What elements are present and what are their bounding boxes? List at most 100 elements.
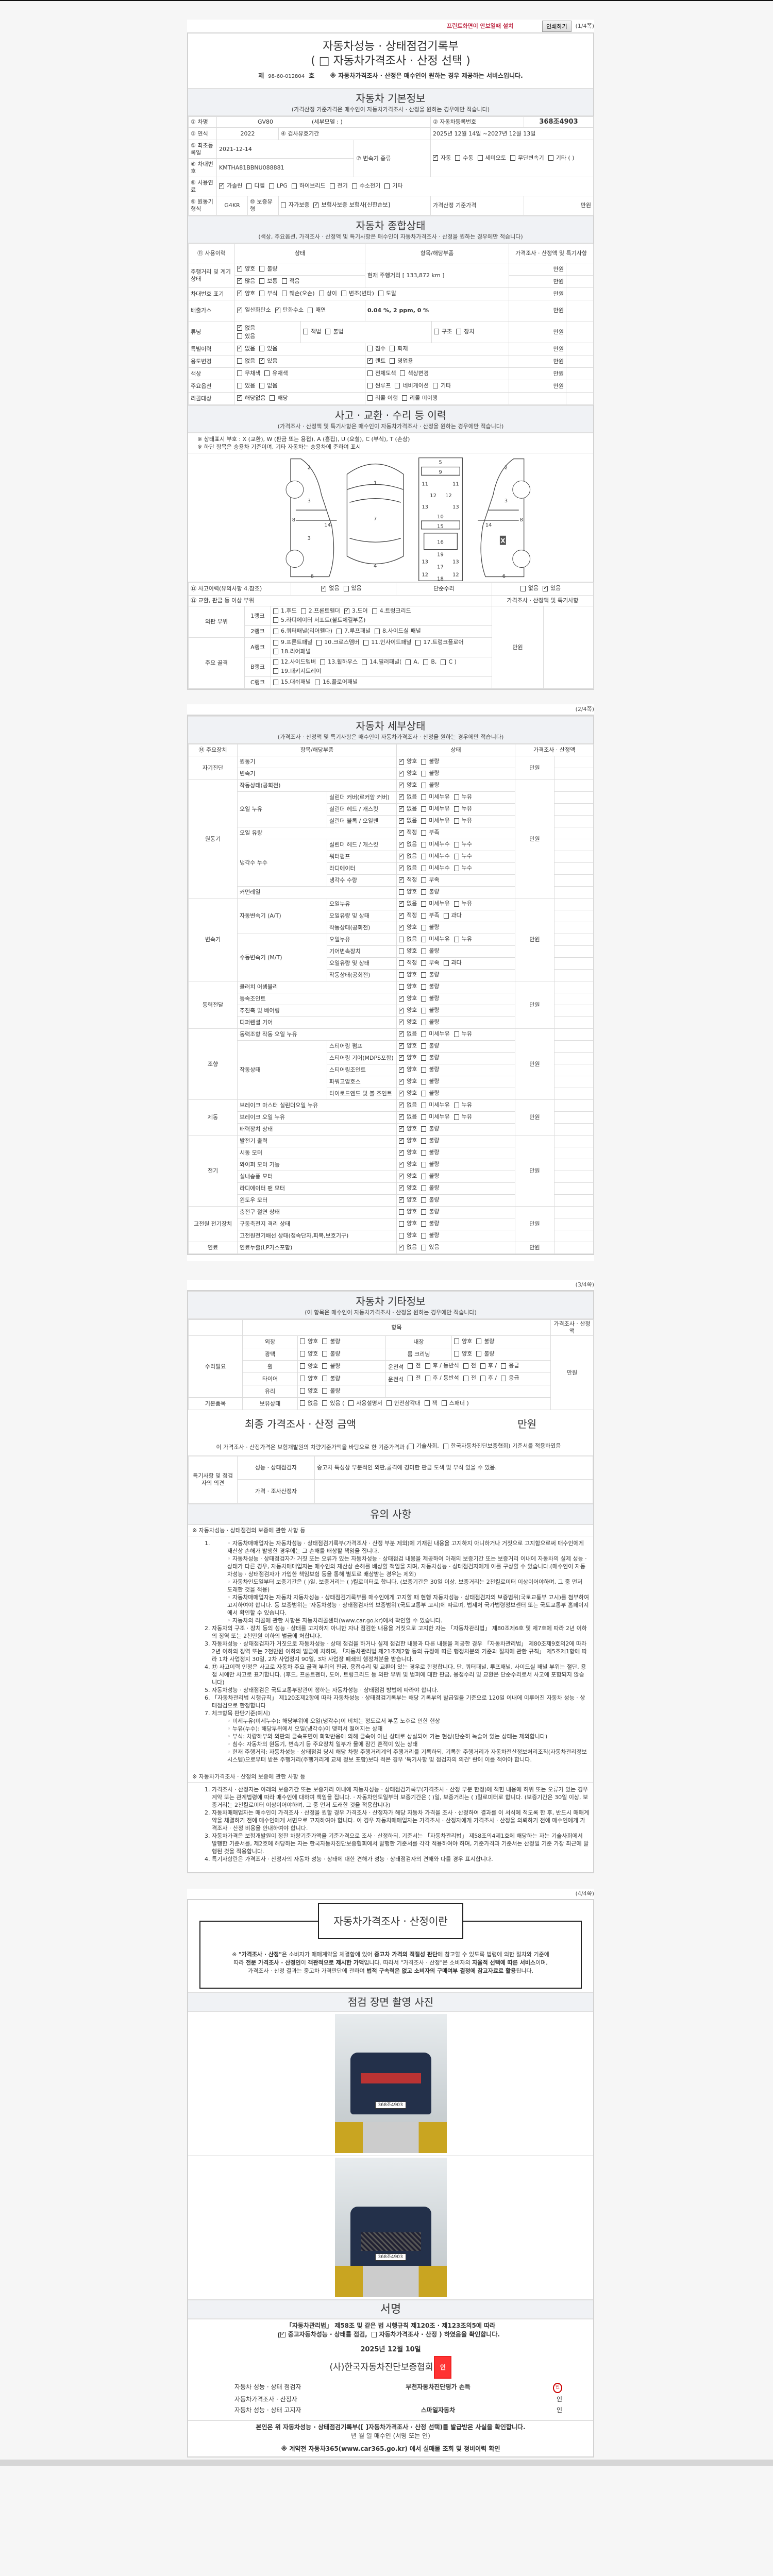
option-label: 없음 <box>407 793 417 801</box>
price-note <box>554 1230 594 1242</box>
sub-item-label: 오일유량 및 상태 <box>327 957 397 970</box>
option-label: C ) <box>448 658 457 665</box>
option-label: 디젤 <box>254 182 265 190</box>
option-label: 사용설명서 <box>356 1399 382 1406</box>
checkbox-option: 없음 <box>300 1399 318 1408</box>
row-label: ⑫ 사고이력(유의사항 4.참조) <box>188 582 291 596</box>
state-options: 적정 부족 과다 <box>396 957 515 970</box>
car365-notice[interactable]: ※ 계약전 자동차365(www.car365.go.kr) 에서 실매물 조회… <box>281 2445 500 2452</box>
checkbox-option: 매연 <box>308 306 326 314</box>
transmission-options: 자동 수동 세미오토 무단변속기 기타 ( ) <box>430 140 594 177</box>
checkbox <box>454 1351 459 1357</box>
caution-list-2: 가격조사 · 산정자는 아래의 보증기간 또는 보증거리 이내에 자동차성능 ·… <box>188 1783 593 1872</box>
checkbox <box>399 889 404 895</box>
legend-line: ※ 하단 항목은 승용차 기준이며, 기타 자동차는 승용차에 준하여 표시 <box>197 444 361 450</box>
checked-checkbox <box>219 182 224 189</box>
state-options: 해당없음 해당 <box>234 392 365 405</box>
checkbox <box>421 758 427 765</box>
checkbox <box>237 370 242 377</box>
checkbox <box>421 1055 427 1061</box>
checkbox <box>273 617 278 623</box>
checkbox-option: 보통 <box>259 277 278 285</box>
item-label: 브레이크 마스터 실린더오일 누유 <box>237 1099 397 1112</box>
checkbox-option: 네비게이션 <box>395 382 429 390</box>
checked-checkbox <box>321 584 326 591</box>
checkbox-option: 디젤 <box>246 182 265 190</box>
checkbox-option: 사용설명서 <box>348 1399 382 1408</box>
checkbox-option: 불량 <box>421 1231 440 1240</box>
table-row: 광택 양호 불량 룸 크리닝 양호 불량 <box>189 1348 594 1361</box>
label: 성능 · 상태점검자 <box>237 1455 315 1480</box>
overall-status-header: 자동차 종합상태 (색상, 주요옵션, 가격조사 · 산정액 및 특기사항은 매… <box>188 215 593 244</box>
print-button[interactable]: 인쇄하기 <box>542 20 572 32</box>
item-label: 작동상태(공회전) <box>237 779 397 792</box>
checkbox-option: 미세누유 <box>421 817 450 825</box>
checkbox-option: 스패너 ) <box>441 1399 469 1408</box>
checkbox <box>322 1388 328 1394</box>
horizontal-scrollbar[interactable] <box>0 2459 773 2466</box>
option-label: 적음 <box>289 277 300 284</box>
inspection-photo: 368조4903 <box>334 2014 447 2153</box>
sub-item-label: 스티어링 펌프 <box>327 1040 397 1053</box>
option-label: 2.프론트휀더 <box>308 607 340 614</box>
checked-checkbox <box>237 394 242 401</box>
option-label: 불량 <box>429 1220 440 1227</box>
checkbox <box>291 183 297 189</box>
checkbox <box>273 628 278 634</box>
checkbox-option: 불량 <box>421 1006 440 1014</box>
checkbox-option: 불량 <box>421 982 440 991</box>
option-label: 19.패키지트레이 <box>281 667 322 674</box>
checkbox-option: 불량 <box>421 1172 440 1180</box>
final-price-label: 최종 가격조사 · 산정 금액 <box>245 1418 356 1430</box>
wheel <box>285 480 304 499</box>
item-label: 변속기 <box>237 768 397 780</box>
option-label: 침수 <box>375 345 386 352</box>
checkbox-option: 양호 <box>454 1337 472 1346</box>
price-note <box>554 815 594 827</box>
price-note <box>554 886 594 899</box>
checkbox <box>421 948 427 954</box>
checkbox <box>443 960 449 966</box>
checkbox <box>421 865 427 871</box>
checkbox-option: 불량 <box>259 265 278 273</box>
table-row: ⑫ 사고이력(유의사항 4.참조) 없음 있음 단순수리 없음 있음 <box>188 582 594 596</box>
checkbox-option: 응급 <box>501 1374 519 1382</box>
print-install-link[interactable]: 프린트화면이 안보일때 설치 <box>447 22 514 29</box>
checkbox-option: 미세누수 <box>421 840 450 849</box>
option-label: 잭 <box>432 1399 438 1406</box>
table-row: 고전원 전기장치 충전구 절연 상태 양호 불량 만원 <box>188 1206 594 1242</box>
checkbox-option: 불량 <box>421 1065 440 1074</box>
option-label: 변조(변타) <box>348 290 374 297</box>
row-label: 주행거리 및 계기상태 <box>188 263 235 288</box>
device-label: 자기진단 <box>188 756 238 780</box>
checkbox-option: 양호 <box>237 289 255 298</box>
explanation-segment: 객관적으로 제시한 가액 <box>308 1959 364 1966</box>
item-label: 등속조인트 <box>237 993 397 1005</box>
option-label: 6.쿼터패널(리어휀다) <box>281 628 333 635</box>
checkbox-option: 양호 <box>300 1362 318 1370</box>
checkbox <box>273 679 278 685</box>
detail-status-header: 자동차 세부상태 (가격조사 · 산정액 및 특기사항은 매수인이 자동차가격조… <box>188 716 593 744</box>
part-number-label: 16 <box>437 540 444 546</box>
price-note <box>554 1028 594 1041</box>
price-note <box>554 1182 594 1195</box>
checkbox-option: 양호 <box>399 1089 417 1097</box>
option-label: 적정 <box>407 912 417 919</box>
checkbox <box>390 346 395 352</box>
checkbox <box>453 1031 459 1037</box>
car-outline <box>346 463 404 565</box>
table-row: 차대번호 표기 양호 부식 훼손(오손) 상이 변조(변타) 도말 만원 <box>188 287 594 300</box>
section-title: 서명 <box>380 2303 401 2316</box>
option-label: 18.리어패널 <box>281 648 311 655</box>
option-label: 가솔린 <box>227 182 243 190</box>
checkbox <box>408 1375 413 1381</box>
checkbox <box>456 329 462 335</box>
checkbox-option: 13.휠하우스 <box>320 658 358 666</box>
option-label: 불량 <box>429 947 440 955</box>
item-label: 디퍼렌셜 기어 <box>237 1016 397 1029</box>
signature-header: 서명 <box>188 2299 593 2319</box>
checkbox-option: 미세누수 <box>421 852 450 860</box>
option-label: 과다 <box>451 912 462 919</box>
checkbox-option: 양호 <box>399 1184 417 1192</box>
price-note <box>554 768 594 780</box>
